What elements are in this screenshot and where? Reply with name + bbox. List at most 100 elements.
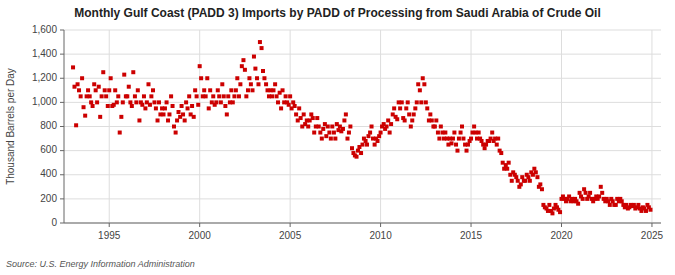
point (169, 94, 173, 98)
point (234, 88, 238, 92)
point (131, 70, 135, 74)
point (119, 115, 123, 119)
point (226, 94, 230, 98)
point (388, 131, 392, 135)
point (469, 137, 473, 141)
point (137, 118, 141, 122)
point (190, 104, 194, 108)
point (407, 112, 411, 116)
point (370, 125, 374, 129)
point (465, 149, 469, 153)
point (350, 146, 354, 150)
point (330, 125, 334, 129)
point (361, 143, 365, 147)
point (293, 104, 297, 108)
point (192, 115, 196, 119)
point (241, 58, 245, 62)
y-tick-label: 1,400 (32, 48, 57, 59)
point (368, 131, 372, 135)
point (97, 85, 101, 89)
point (318, 131, 322, 135)
point (608, 203, 612, 207)
point (611, 199, 615, 203)
point (264, 82, 268, 86)
y-tick-label: 600 (40, 144, 57, 155)
point (113, 88, 117, 92)
point (116, 94, 120, 98)
point (309, 112, 313, 116)
point (207, 106, 211, 110)
point (451, 137, 455, 141)
point (271, 88, 275, 92)
y-tick (60, 174, 64, 175)
y-grid-line (64, 150, 661, 151)
point (74, 123, 78, 127)
y-grid-line (64, 223, 661, 224)
point (166, 118, 170, 122)
point (326, 125, 330, 129)
point (507, 161, 511, 165)
title: Monthly Gulf Coast (PADD 3) Imports by P… (74, 6, 601, 20)
point (582, 187, 586, 191)
point (196, 103, 200, 107)
point (452, 131, 456, 135)
point (538, 182, 542, 186)
y-grid-line (64, 30, 661, 31)
point (365, 143, 369, 147)
point (532, 167, 536, 171)
point (183, 118, 187, 122)
point (291, 100, 295, 104)
point (172, 125, 176, 129)
point (578, 191, 582, 195)
point (649, 208, 653, 212)
point (424, 100, 428, 104)
point (520, 175, 524, 179)
point (130, 104, 134, 108)
point (433, 125, 437, 129)
point (454, 143, 458, 147)
point (430, 118, 434, 122)
point (115, 100, 119, 104)
point (244, 94, 248, 98)
point (528, 179, 532, 183)
point (321, 127, 325, 131)
point (275, 94, 279, 98)
point (366, 134, 370, 138)
x-tick-label: 2010 (369, 230, 392, 241)
point (461, 137, 465, 141)
point (483, 146, 487, 150)
point (496, 137, 500, 141)
point (208, 88, 212, 92)
tick-labels: 02004006008001,0001,2001,4001,6001995200… (32, 24, 664, 241)
point (450, 141, 454, 145)
point (348, 125, 352, 129)
point (547, 203, 551, 207)
point (88, 94, 92, 98)
point (329, 137, 333, 141)
point (434, 118, 438, 122)
point (181, 112, 185, 116)
point (315, 116, 319, 120)
point (167, 112, 171, 116)
point (156, 118, 160, 122)
point (184, 100, 188, 104)
point (82, 105, 86, 109)
point (77, 88, 81, 92)
point (550, 211, 554, 215)
point (412, 112, 416, 116)
x-tick (199, 223, 200, 227)
x-tick-label: 2015 (460, 230, 483, 241)
point (558, 210, 562, 214)
x-grid-line (290, 30, 291, 223)
y-tick-label: 1,600 (32, 24, 57, 35)
point (510, 179, 514, 183)
point (223, 104, 227, 108)
point (576, 202, 580, 206)
point (410, 118, 414, 122)
point (392, 106, 396, 110)
point (79, 94, 83, 98)
chart: 02004006008001,0001,2001,4001,6001995200… (0, 0, 675, 275)
point (92, 82, 96, 86)
point (644, 209, 648, 213)
point (276, 100, 280, 104)
